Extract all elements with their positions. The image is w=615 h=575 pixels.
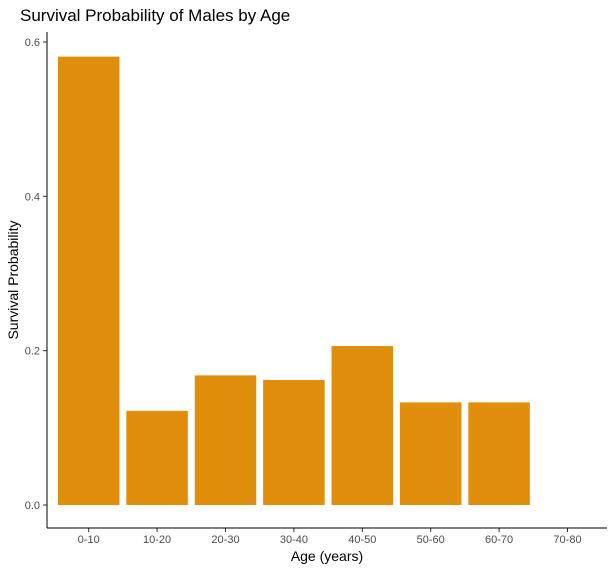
x-tick-label: 0-10 xyxy=(78,534,100,546)
bar-60-70 xyxy=(468,402,530,505)
x-axis-ticks: 0-10 10-20 20-30 30-40 40-50 50-60 60-70 70-80 xyxy=(78,528,582,546)
bar-40-50 xyxy=(331,346,394,505)
x-tick-label: 50-60 xyxy=(417,534,445,546)
x-tick-label: 20-30 xyxy=(211,534,239,546)
bar-50-60 xyxy=(399,402,462,505)
x-tick-label: 40-50 xyxy=(348,534,376,546)
x-tick-label: 70-80 xyxy=(553,534,581,546)
x-tick-label: 60-70 xyxy=(485,534,513,546)
x-axis-label: Age (years) xyxy=(291,548,363,564)
chart-title: Survival Probability of Males by Age xyxy=(20,6,290,25)
x-tick-label: 30-40 xyxy=(280,534,308,546)
x-tick-label: 10-20 xyxy=(143,534,171,546)
y-axis-label: Survival Probability xyxy=(5,220,21,339)
y-tick-label: 0.6 xyxy=(25,37,40,49)
bar-10-20 xyxy=(126,410,188,505)
bar-0-10 xyxy=(57,56,120,505)
y-tick-label: 0.2 xyxy=(25,346,40,358)
y-tick-label: 0.0 xyxy=(25,500,40,512)
y-tick-label: 0.4 xyxy=(25,191,40,203)
bar-30-40 xyxy=(263,379,325,505)
bar-20-30 xyxy=(194,375,257,505)
y-axis-ticks: 0.0 0.2 0.4 0.6 xyxy=(25,37,47,512)
bars-group xyxy=(57,56,530,505)
